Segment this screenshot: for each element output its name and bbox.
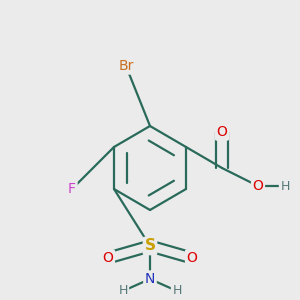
Text: O: O <box>217 125 227 139</box>
Text: H: H <box>172 284 182 298</box>
Text: O: O <box>103 251 113 265</box>
Text: S: S <box>145 238 155 253</box>
Text: Br: Br <box>118 59 134 73</box>
Text: H: H <box>118 284 128 298</box>
Text: H: H <box>280 179 290 193</box>
Text: O: O <box>187 251 197 265</box>
Text: N: N <box>145 272 155 286</box>
Text: O: O <box>253 179 263 193</box>
Text: F: F <box>68 182 76 196</box>
